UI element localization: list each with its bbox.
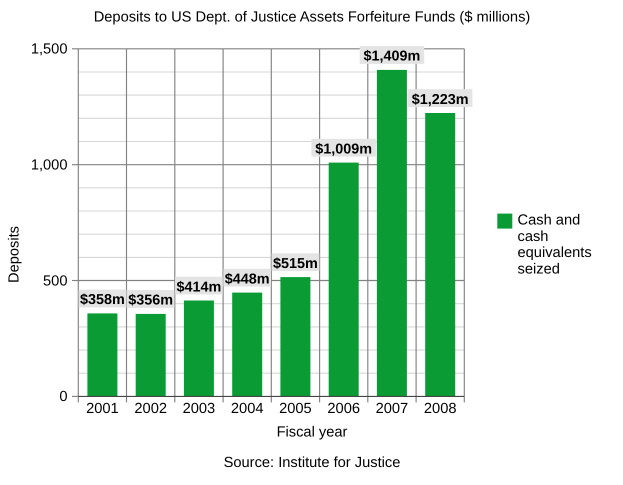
svg-text:$414m: $414m [176, 279, 221, 295]
svg-text:500: 500 [43, 273, 67, 289]
svg-text:seized: seized [518, 261, 560, 277]
svg-text:2002: 2002 [134, 401, 167, 417]
svg-text:$1,223m: $1,223m [412, 92, 469, 108]
svg-text:Fiscal year: Fiscal year [277, 425, 348, 441]
svg-text:2004: 2004 [231, 401, 264, 417]
svg-text:$356m: $356m [128, 293, 173, 309]
svg-text:equivalents: equivalents [518, 245, 592, 261]
svg-text:1,000: 1,000 [31, 158, 68, 174]
svg-text:2008: 2008 [424, 401, 457, 417]
svg-text:$1,009m: $1,009m [315, 141, 372, 157]
svg-text:$515m: $515m [273, 256, 318, 272]
svg-text:2005: 2005 [279, 401, 312, 417]
svg-text:2003: 2003 [183, 401, 216, 417]
svg-text:2006: 2006 [327, 401, 360, 417]
svg-text:$1,409m: $1,409m [363, 49, 420, 65]
svg-text:$448m: $448m [225, 271, 270, 287]
svg-text:cash: cash [518, 229, 549, 245]
svg-text:0: 0 [59, 389, 67, 405]
svg-text:Deposits: Deposits [7, 226, 23, 283]
svg-text:$358m: $358m [80, 292, 125, 308]
svg-text:2001: 2001 [86, 401, 119, 417]
svg-text:Deposits to US Dept. of Justic: Deposits to US Dept. of Justice Assets F… [94, 9, 531, 25]
svg-text:1,500: 1,500 [31, 42, 68, 58]
svg-text:Source: Institute for Justice: Source: Institute for Justice [224, 455, 401, 471]
svg-text:2007: 2007 [376, 401, 409, 417]
svg-text:Cash and: Cash and [518, 213, 581, 229]
